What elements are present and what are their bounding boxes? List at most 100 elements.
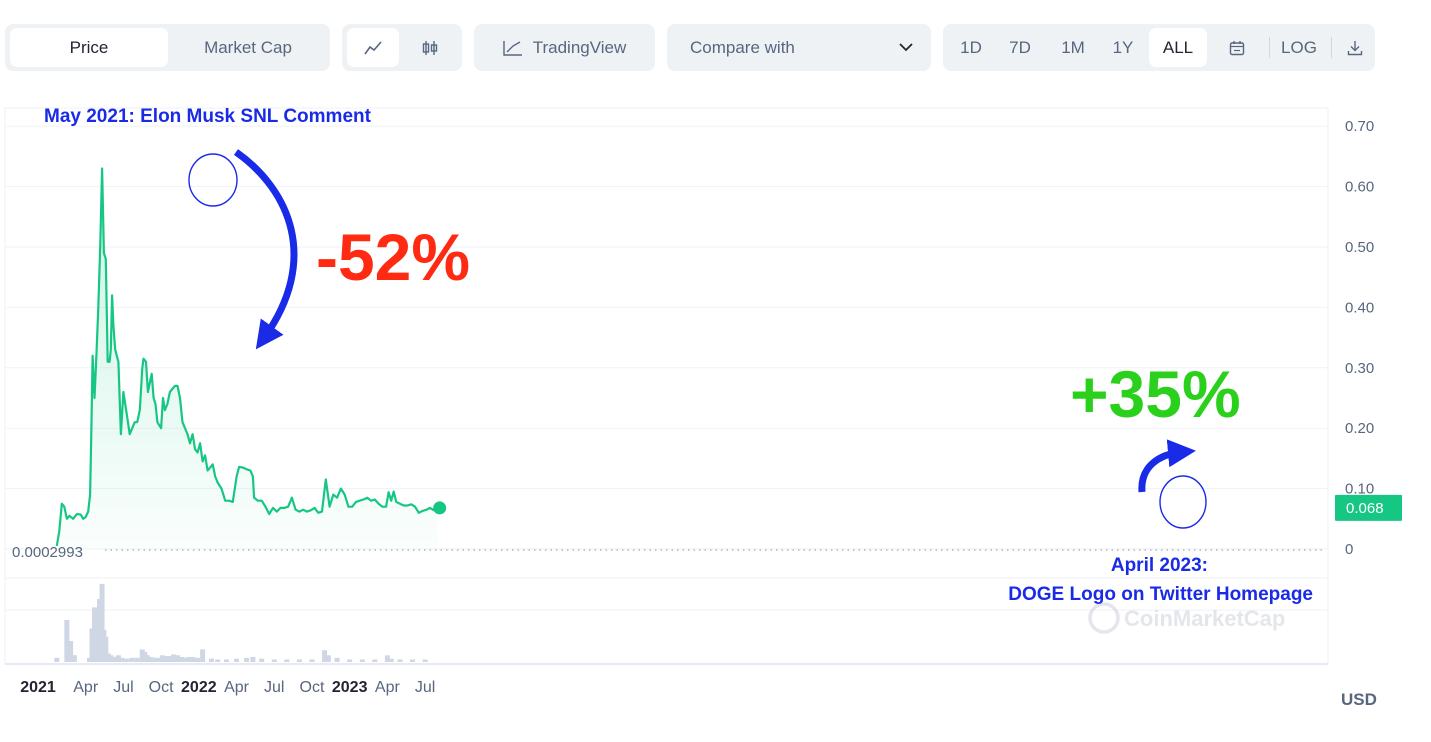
range-divider: [1269, 37, 1270, 58]
compare-label: Compare with: [690, 38, 795, 57]
x-tick-label: 2021: [20, 679, 56, 696]
volume-bar: [68, 641, 74, 662]
volume-bar: [250, 656, 256, 662]
download-icon[interactable]: [1339, 28, 1371, 67]
volume-bar: [142, 651, 148, 662]
volume-bar: [174, 655, 180, 662]
volume-bar: [384, 655, 390, 662]
range-1d[interactable]: 1D: [960, 37, 982, 57]
tradingview-label: TradingView: [532, 37, 627, 57]
chart-toolbar: Price Market Cap TradingView Compare wit…: [0, 0, 1431, 80]
price-area-fill: [56, 168, 438, 549]
volume-bar: [208, 658, 214, 662]
watermark-text: CoinMarketCap: [1124, 606, 1285, 631]
y-tick-label: 0.30: [1345, 360, 1374, 377]
annotation-twitter-line2: DOGE Logo on Twitter Homepage: [1008, 584, 1313, 605]
price-chart: 00.100.200.300.400.500.600.70 0.0002993 …: [4, 106, 1402, 709]
volume-bar: [148, 656, 154, 662]
volume-bar: [139, 649, 145, 662]
volume-bar: [115, 655, 121, 662]
volume-bar: [97, 599, 103, 662]
volume-bar: [156, 657, 162, 662]
drop-arrow: [233, 149, 298, 350]
peak-circle-marker: [188, 153, 238, 207]
min-price-label: 0.0002993: [12, 544, 83, 561]
volume-bar: [89, 628, 95, 662]
line-chart-icon[interactable]: [347, 28, 399, 67]
price-marketcap-toggle: Price Market Cap: [5, 24, 330, 71]
volume-bar: [397, 659, 403, 662]
volume-bar: [200, 649, 206, 662]
twitter-circle-marker: [1159, 475, 1207, 529]
range-1m[interactable]: 1M: [1061, 37, 1085, 57]
x-tick-label: 2023: [332, 679, 368, 696]
range-7d[interactable]: 7D: [1009, 37, 1031, 57]
x-tick-label: Jul: [415, 679, 435, 696]
calendar-icon[interactable]: [1217, 28, 1257, 67]
volume-bar: [163, 656, 169, 662]
volume-bar: [112, 656, 118, 662]
volume-bar: [124, 658, 130, 662]
x-tick-label: Jul: [264, 679, 284, 696]
y-tick-label: 0.40: [1345, 299, 1374, 316]
rise-percentage: +35%: [1070, 357, 1241, 431]
x-tick-label: 2022: [181, 679, 217, 696]
current-price-badge: [1335, 494, 1402, 521]
tradingview-button[interactable]: TradingView: [474, 24, 655, 71]
volume-bar: [347, 659, 353, 662]
volume-bar: [422, 659, 428, 662]
chart-trend-icon: [503, 40, 523, 56]
x-tick-label: Jul: [113, 679, 133, 696]
tab-price[interactable]: Price: [10, 28, 168, 67]
range-1y[interactable]: 1Y: [1112, 37, 1134, 57]
volume-bar: [99, 583, 105, 662]
range-all[interactable]: ALL: [1149, 28, 1207, 67]
x-tick-label: Apr: [224, 679, 250, 696]
log-toggle[interactable]: LOG: [1281, 37, 1317, 57]
x-tick-label: Oct: [149, 679, 174, 696]
chevron-down-icon: [899, 43, 913, 52]
rise-arrow: [1138, 439, 1196, 493]
y-tick-label: 0.50: [1345, 239, 1374, 256]
volume-bar: [129, 657, 135, 662]
volume-bar: [54, 657, 60, 662]
drop-percentage: -52%: [316, 220, 470, 294]
candlestick-icon[interactable]: [404, 28, 456, 67]
tab-market-cap[interactable]: Market Cap: [204, 37, 292, 57]
volume-bar: [190, 656, 196, 662]
watermark-logo-icon: [1088, 602, 1120, 634]
volume-bar: [105, 653, 111, 662]
range-selector: 1D 7D 1M 1Y ALL LOG: [943, 24, 1375, 71]
annotation-twitter-line1: April 2023:: [1111, 555, 1208, 576]
volume-bar: [171, 654, 177, 662]
volume-bar: [86, 657, 92, 662]
volume-bar: [159, 655, 165, 662]
y-tick-label: 0.10: [1345, 481, 1374, 498]
price-line: [55, 167, 439, 547]
y-tick-label: 0: [1345, 541, 1353, 558]
volume-bar: [410, 659, 416, 662]
volume-bar: [182, 657, 188, 662]
volume-bar: [296, 659, 302, 662]
y-tick-label: 0.20: [1345, 420, 1374, 437]
price-chart-area: 0 0.10 0.20 0.30 0.40 0.50 0.60 0.70 0.0002993 …: [0, 80, 1431, 742]
compare-select[interactable]: Compare with: [667, 24, 931, 71]
volume-bar: [92, 607, 98, 662]
volume-bar: [244, 657, 250, 662]
chart-style-toggle: [342, 24, 462, 71]
volume-bar: [186, 656, 192, 662]
x-tick-label: Oct: [300, 679, 325, 696]
volume-bar: [284, 659, 290, 662]
y-tick-label: 0.60: [1345, 179, 1374, 196]
volume-bar: [322, 650, 328, 662]
volume-bar: [325, 655, 331, 662]
volume-bar: [152, 657, 158, 662]
volume-bar: [259, 658, 265, 662]
volume-bar: [372, 659, 378, 662]
volume-bar: [359, 659, 365, 662]
range-divider: [1331, 37, 1332, 58]
volume-bar: [334, 657, 340, 662]
volume-bar: [234, 658, 240, 662]
volume-bar: [64, 620, 70, 662]
volume-bar: [215, 659, 221, 662]
